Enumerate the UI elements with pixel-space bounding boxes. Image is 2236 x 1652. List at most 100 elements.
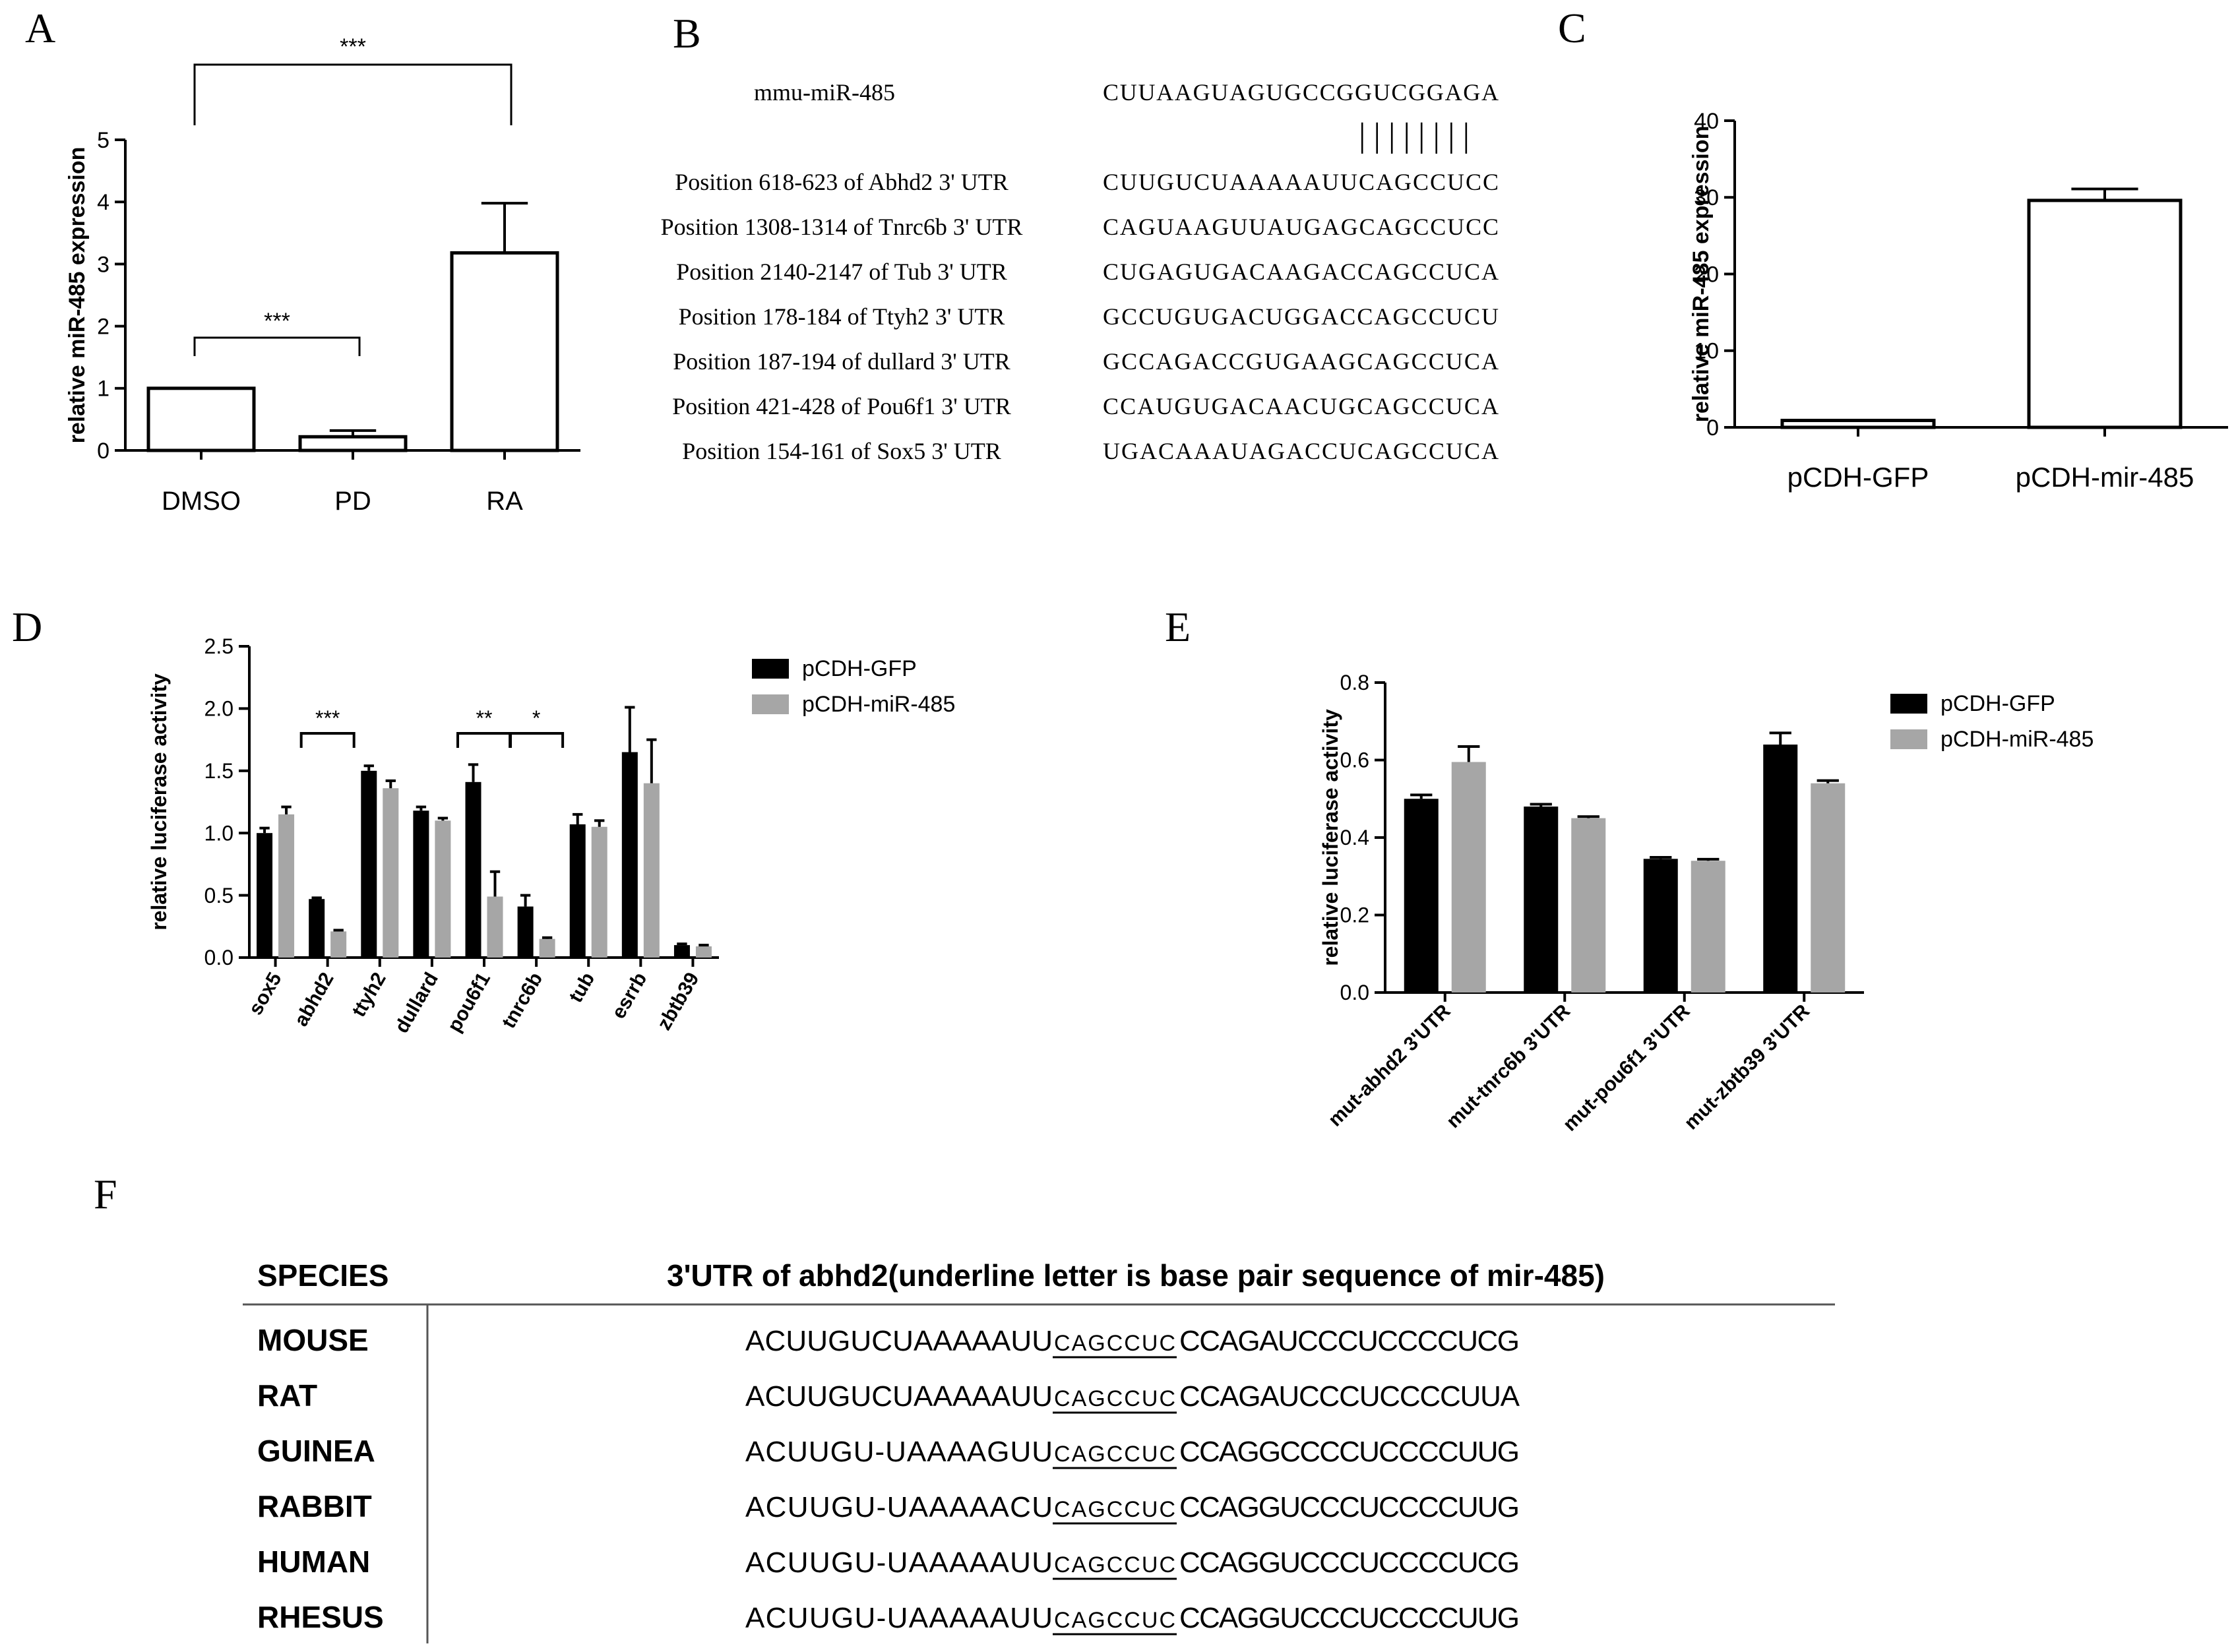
y-tick-label: 0.4 xyxy=(1340,826,1369,849)
y-tick-label: 0 xyxy=(97,439,109,464)
significance-bracket xyxy=(456,732,512,748)
bar xyxy=(487,896,503,958)
y-tick-label: 0.8 xyxy=(1340,671,1369,694)
y-tick-label: 0.0 xyxy=(204,946,233,969)
bar xyxy=(383,788,399,958)
species-name: MOUSE xyxy=(257,1323,369,1357)
bar xyxy=(278,814,295,958)
significance-label: ** xyxy=(476,706,493,730)
sequence-suffix: CCAGAUCCCUCCCCUUA xyxy=(1179,1380,1520,1413)
y-tick-label: 10 xyxy=(1694,339,1719,364)
species-name: GUINEA xyxy=(257,1434,375,1468)
utr-sequence: CUGAGUGACAAGACCAGCCUCA xyxy=(1103,259,1499,285)
utr-sequence: CUUGUCUAAAAAUUCAGCCUCC xyxy=(1103,169,1499,195)
sequence-prefix: ACUUGU-UAAAAGUU xyxy=(745,1436,1053,1468)
y-axis-label: relative luciferase activity xyxy=(147,673,171,931)
bar xyxy=(309,899,325,958)
sequence-suffix: CCAGGUCCCUCCCCUUG xyxy=(1179,1602,1520,1634)
x-tick-label: DMSO xyxy=(162,487,241,516)
significance-label: *** xyxy=(264,309,290,334)
bar xyxy=(1763,745,1798,993)
mir485-site: CAGCCUC xyxy=(1054,1331,1175,1356)
bar xyxy=(1691,861,1725,993)
significance-label: * xyxy=(532,706,540,730)
chart-a: 0 1 2 3 4 5 relative miR-485 expression DMSO PD R… xyxy=(65,34,580,516)
y-tick-label: 0 xyxy=(1706,415,1719,441)
x-tick-label: mut-tnrc6b 3'UTR xyxy=(1443,1000,1575,1132)
y-tick-label: 0.5 xyxy=(204,884,233,907)
sequence-prefix: ACUUGUCUAAAAAUU xyxy=(745,1325,1053,1357)
y-tick-label: 0.6 xyxy=(1340,749,1369,772)
y-tick-label: 2.5 xyxy=(204,634,233,658)
x-tick-label: RA xyxy=(486,487,523,516)
utr-position-label: Position 2140-2147 of Tub 3' UTR xyxy=(676,259,1007,285)
x-tick-label: mut-abhd2 3'UTR xyxy=(1324,1000,1455,1130)
bar xyxy=(569,824,586,958)
bar xyxy=(1524,807,1559,993)
bar xyxy=(591,826,607,958)
x-tick-label: tub xyxy=(565,969,599,1006)
bar xyxy=(330,931,347,958)
legend-swatch xyxy=(752,659,789,679)
significance-bracket xyxy=(299,732,356,748)
mir485-site: CAGCCUC xyxy=(1054,1552,1175,1577)
legend-swatch xyxy=(752,694,789,714)
x-tick-label: PD xyxy=(334,487,371,516)
bar xyxy=(361,770,377,958)
column-header-species: SPECIES xyxy=(257,1258,388,1293)
y-tick-label: 30 xyxy=(1694,185,1719,210)
mir485-site: CAGCCUC xyxy=(1054,1442,1175,1467)
panel-label-d: D xyxy=(12,603,42,650)
mir485-site: CAGCCUC xyxy=(1054,1497,1175,1522)
sequence-prefix: ACUUGU-UAAAAAUU xyxy=(745,1546,1053,1579)
utr-sequence: CAGUAAGUUAUGAGCAGCCUCC xyxy=(1103,214,1499,240)
bar xyxy=(1571,818,1606,993)
x-tick-label: dullard xyxy=(390,969,443,1037)
sequence-suffix: CCAGGUCCCUCCCCUUG xyxy=(1179,1491,1520,1523)
utr-position-label: Position 178-184 of Ttyh2 3' UTR xyxy=(679,303,1005,330)
x-tick-label: pCDH-GFP xyxy=(1787,462,1929,493)
legend-label: pCDH-miR-485 xyxy=(802,692,955,717)
bar xyxy=(1780,419,1936,429)
chart-d: 0.0 0.5 1.0 1.5 2.0 2.5 relative luciferase ac… xyxy=(147,634,955,1037)
y-tick-label: 0.2 xyxy=(1340,903,1369,927)
bar xyxy=(465,781,481,958)
sequence-prefix: ACUUGU-UAAAAAUU xyxy=(745,1602,1053,1634)
utr-position-label: Position 1308-1314 of Tnrc6b 3' UTR xyxy=(661,214,1023,240)
column-header-sequence: 3'UTR of abhd2(underline letter is base … xyxy=(667,1258,1605,1293)
sequence-prefix: ACUUGU-UAAAAACU xyxy=(745,1491,1053,1523)
panel-b-alignment: mmu-miR-485 CUUAAGUAGUGCCGGUCGGAGA |||||||… xyxy=(661,79,1499,464)
utr-position-label: Position 187-194 of dullard 3' UTR xyxy=(673,348,1010,375)
panel-label-b: B xyxy=(673,10,701,57)
bar xyxy=(413,811,429,958)
significance-bracket xyxy=(193,336,361,356)
x-tick-label: pCDH-mir-485 xyxy=(2016,462,2194,493)
chart-e: 0.0 0.2 0.4 0.6 0.8 relative luciferase activ… xyxy=(1319,671,2094,1136)
species-name: RHESUS xyxy=(257,1600,384,1634)
utr-sequence: GCCUGUGACUGGACCAGCCUCU xyxy=(1103,303,1499,330)
bar xyxy=(298,435,408,452)
y-tick-label: 1.0 xyxy=(204,821,233,845)
x-tick-label: sox5 xyxy=(245,969,286,1019)
bar xyxy=(1811,783,1846,993)
significance-label: *** xyxy=(340,34,366,59)
bar xyxy=(435,820,451,958)
bar xyxy=(257,833,273,958)
x-tick-label: pou6f1 xyxy=(443,969,495,1036)
x-tick-label: ttyh2 xyxy=(348,969,390,1021)
utr-sequence: UGACAAAUAGACCUCAGCCUCA xyxy=(1103,438,1499,464)
base-pair-marks: |||||||| xyxy=(1359,117,1470,154)
bar xyxy=(539,938,555,958)
y-tick-label: 2.0 xyxy=(204,697,233,721)
significance-bracket xyxy=(193,63,512,125)
legend-swatch xyxy=(1890,694,1927,714)
y-tick-label: 1.5 xyxy=(204,759,233,783)
y-tick-label: 40 xyxy=(1694,109,1719,134)
x-tick-label: zbtb39 xyxy=(653,969,703,1034)
utr-sequence: GCCAGACCGUGAAGCAGCCUCA xyxy=(1103,348,1499,375)
bar xyxy=(1451,762,1486,993)
mir485-site: CAGCCUC xyxy=(1054,1386,1175,1411)
y-tick-label: 4 xyxy=(97,190,109,215)
